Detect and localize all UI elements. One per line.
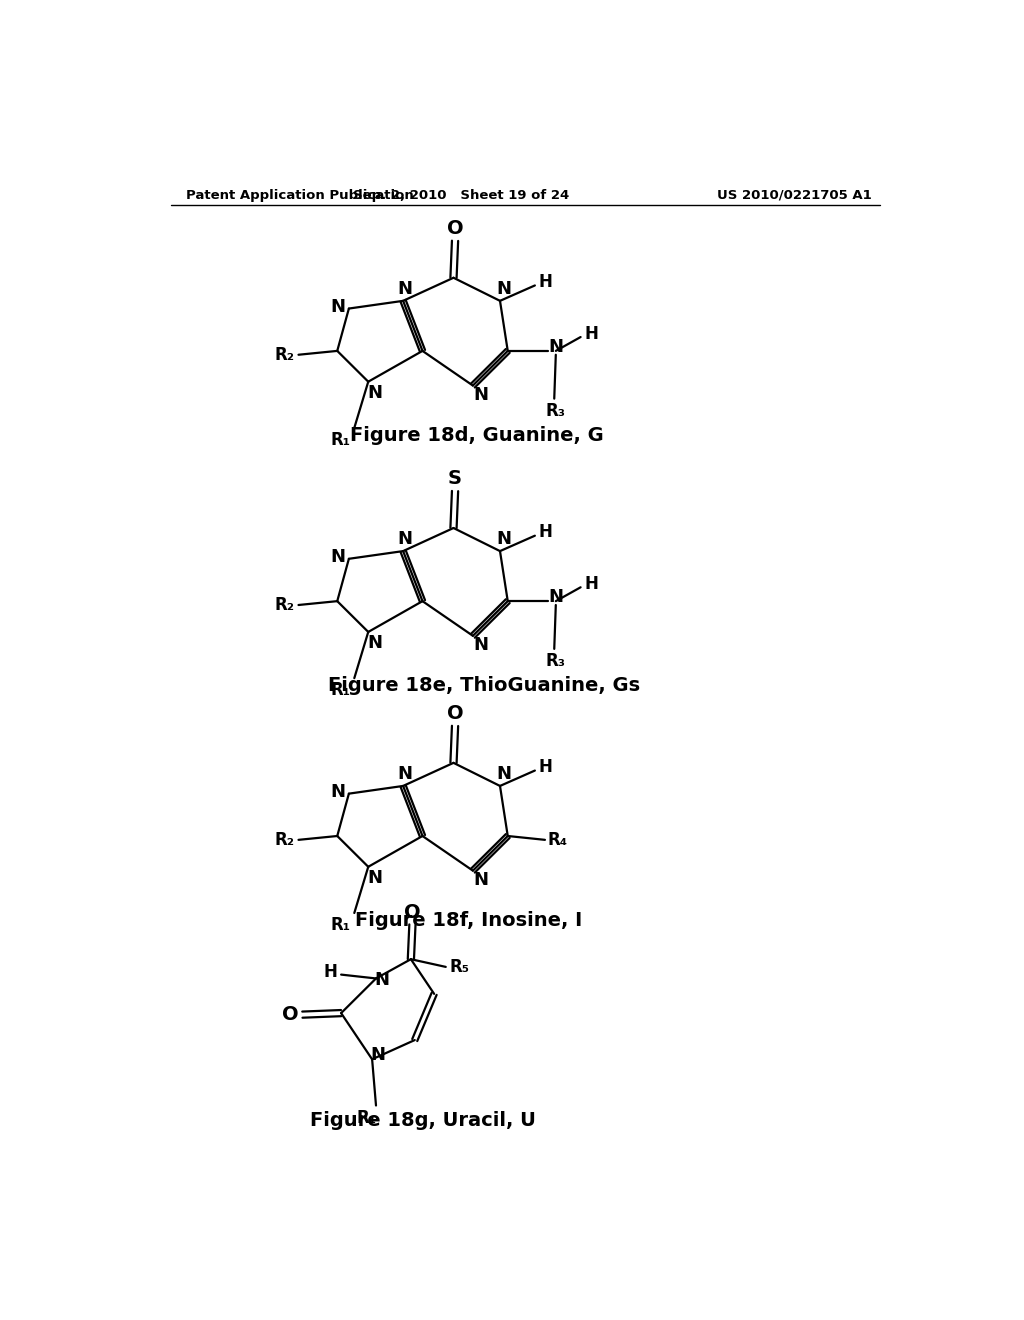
Text: N: N <box>548 338 563 356</box>
Text: R₁: R₁ <box>331 432 350 449</box>
Text: US 2010/0221705 A1: US 2010/0221705 A1 <box>717 189 872 202</box>
Text: R₃: R₃ <box>546 652 566 671</box>
Text: N: N <box>497 280 511 297</box>
Text: H: H <box>324 964 337 981</box>
Text: R₅: R₅ <box>450 958 470 975</box>
Text: H: H <box>539 273 553 290</box>
Text: O: O <box>282 1005 298 1024</box>
Text: R₄: R₄ <box>547 830 567 849</box>
Text: Sep. 2, 2010   Sheet 19 of 24: Sep. 2, 2010 Sheet 19 of 24 <box>353 189 569 202</box>
Text: H: H <box>539 523 553 541</box>
Text: R₁: R₁ <box>356 1109 377 1127</box>
Text: N: N <box>375 972 390 989</box>
Text: Figure 18f, Inosine, I: Figure 18f, Inosine, I <box>355 911 583 931</box>
Text: N: N <box>497 764 511 783</box>
Text: R₂: R₂ <box>274 830 295 849</box>
Text: N: N <box>548 589 563 606</box>
Text: N: N <box>331 548 345 566</box>
Text: Figure 18e, ThioGuanine, Gs: Figure 18e, ThioGuanine, Gs <box>329 676 641 696</box>
Text: N: N <box>331 783 345 801</box>
Text: N: N <box>473 385 488 404</box>
Text: R₁: R₁ <box>331 916 350 935</box>
Text: H: H <box>585 325 598 343</box>
Text: O: O <box>446 704 464 723</box>
Text: N: N <box>331 298 345 315</box>
Text: Figure 18d, Guanine, G: Figure 18d, Guanine, G <box>350 426 603 445</box>
Text: S: S <box>449 469 462 488</box>
Text: H: H <box>539 758 553 776</box>
Text: O: O <box>446 219 464 238</box>
Text: N: N <box>497 529 511 548</box>
Text: H: H <box>585 576 598 593</box>
Text: R₃: R₃ <box>546 403 566 420</box>
Text: N: N <box>397 280 413 297</box>
Text: R₂: R₂ <box>274 346 295 364</box>
Text: O: O <box>404 903 421 923</box>
Text: N: N <box>397 764 413 783</box>
Text: R₂: R₂ <box>274 597 295 614</box>
Text: N: N <box>397 529 413 548</box>
Text: N: N <box>473 871 488 888</box>
Text: N: N <box>371 1047 386 1064</box>
Text: R₁: R₁ <box>331 681 350 700</box>
Text: N: N <box>473 636 488 653</box>
Text: N: N <box>367 870 382 887</box>
Text: N: N <box>367 635 382 652</box>
Text: N: N <box>367 384 382 403</box>
Text: Figure 18g, Uracil, U: Figure 18g, Uracil, U <box>309 1111 536 1130</box>
Text: Patent Application Publication: Patent Application Publication <box>186 189 414 202</box>
